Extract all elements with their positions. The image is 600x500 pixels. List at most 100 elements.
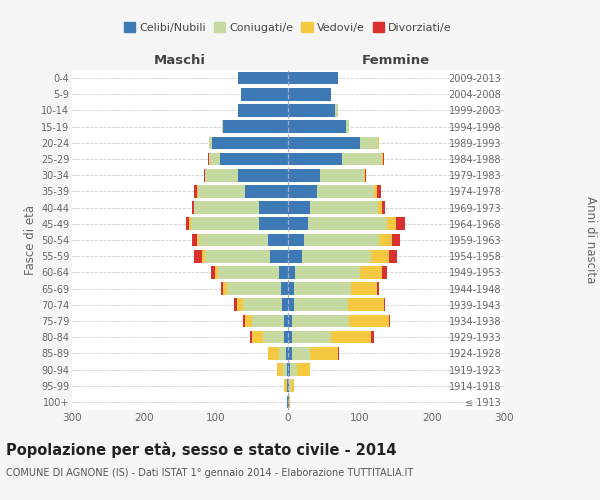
Bar bbox=[202, 250, 205, 262]
Bar bbox=[302, 250, 371, 262]
Bar bbox=[220, 152, 288, 166]
Bar bbox=[244, 314, 245, 328]
Bar bbox=[371, 250, 389, 262]
Bar bbox=[212, 136, 288, 149]
Bar bbox=[288, 234, 304, 246]
Bar bbox=[292, 331, 331, 344]
Bar bbox=[382, 152, 383, 166]
Y-axis label: Fasce di età: Fasce di età bbox=[23, 205, 37, 275]
Bar bbox=[288, 88, 331, 101]
Bar bbox=[349, 314, 389, 328]
Bar bbox=[377, 282, 379, 295]
Bar bbox=[250, 331, 252, 344]
Bar bbox=[252, 331, 263, 344]
Bar bbox=[238, 72, 288, 85]
Bar bbox=[383, 152, 385, 166]
Bar bbox=[263, 331, 284, 344]
Bar bbox=[360, 136, 378, 149]
Bar bbox=[310, 347, 338, 360]
Bar bbox=[292, 347, 310, 360]
Bar bbox=[288, 250, 302, 262]
Bar bbox=[191, 218, 259, 230]
Bar bbox=[194, 250, 202, 262]
Bar bbox=[204, 169, 205, 181]
Bar bbox=[287, 380, 288, 392]
Bar bbox=[384, 298, 385, 311]
Bar bbox=[331, 331, 371, 344]
Bar bbox=[389, 250, 397, 262]
Bar bbox=[237, 298, 242, 311]
Bar bbox=[234, 298, 237, 311]
Bar bbox=[287, 363, 288, 376]
Bar bbox=[270, 250, 288, 262]
Bar bbox=[364, 169, 365, 181]
Bar bbox=[208, 152, 209, 166]
Bar bbox=[198, 185, 245, 198]
Bar bbox=[289, 396, 290, 408]
Text: COMUNE DI AGNONE (IS) - Dati ISTAT 1° gennaio 2014 - Elaborazione TUTTITALIA.IT: COMUNE DI AGNONE (IS) - Dati ISTAT 1° ge… bbox=[6, 468, 413, 477]
Bar bbox=[245, 314, 252, 328]
Bar bbox=[223, 282, 227, 295]
Bar bbox=[288, 314, 292, 328]
Bar bbox=[259, 218, 288, 230]
Bar bbox=[278, 347, 286, 360]
Bar bbox=[379, 234, 392, 246]
Bar bbox=[268, 347, 278, 360]
Bar bbox=[310, 202, 378, 214]
Bar bbox=[191, 202, 194, 214]
Bar bbox=[194, 185, 197, 198]
Bar bbox=[377, 185, 381, 198]
Bar bbox=[288, 218, 308, 230]
Text: Popolazione per età, sesso e stato civile - 2014: Popolazione per età, sesso e stato civil… bbox=[6, 442, 397, 458]
Bar bbox=[241, 88, 288, 101]
Bar bbox=[221, 282, 223, 295]
Bar bbox=[288, 396, 289, 408]
Bar bbox=[292, 314, 349, 328]
Bar bbox=[288, 185, 317, 198]
Bar bbox=[252, 314, 284, 328]
Bar bbox=[352, 282, 377, 295]
Bar bbox=[374, 185, 377, 198]
Bar bbox=[378, 136, 379, 149]
Bar bbox=[284, 380, 287, 392]
Bar bbox=[320, 169, 364, 181]
Bar bbox=[378, 202, 382, 214]
Bar bbox=[211, 266, 215, 278]
Bar bbox=[392, 234, 400, 246]
Bar bbox=[209, 136, 212, 149]
Bar bbox=[382, 202, 385, 214]
Bar bbox=[288, 104, 335, 117]
Bar bbox=[205, 250, 270, 262]
Bar bbox=[360, 266, 382, 278]
Bar bbox=[215, 266, 218, 278]
Text: Anni di nascita: Anni di nascita bbox=[584, 196, 597, 284]
Bar bbox=[288, 72, 338, 85]
Bar bbox=[389, 314, 390, 328]
Bar bbox=[186, 218, 190, 230]
Bar bbox=[289, 380, 291, 392]
Bar bbox=[291, 380, 295, 392]
Bar bbox=[298, 363, 310, 376]
Bar bbox=[245, 185, 288, 198]
Bar bbox=[346, 120, 349, 133]
Bar bbox=[191, 234, 197, 246]
Bar bbox=[197, 185, 198, 198]
Bar bbox=[287, 396, 288, 408]
Bar bbox=[242, 298, 282, 311]
Bar bbox=[308, 218, 388, 230]
Bar bbox=[342, 152, 382, 166]
Bar bbox=[205, 169, 238, 181]
Bar bbox=[284, 331, 288, 344]
Bar bbox=[288, 282, 294, 295]
Bar bbox=[199, 234, 268, 246]
Bar bbox=[286, 347, 288, 360]
Bar bbox=[317, 185, 374, 198]
Bar bbox=[365, 169, 367, 181]
Bar bbox=[388, 218, 396, 230]
Bar bbox=[288, 202, 310, 214]
Bar bbox=[288, 120, 346, 133]
Bar bbox=[338, 347, 339, 360]
Bar bbox=[294, 282, 352, 295]
Bar bbox=[294, 298, 348, 311]
Bar bbox=[295, 266, 360, 278]
